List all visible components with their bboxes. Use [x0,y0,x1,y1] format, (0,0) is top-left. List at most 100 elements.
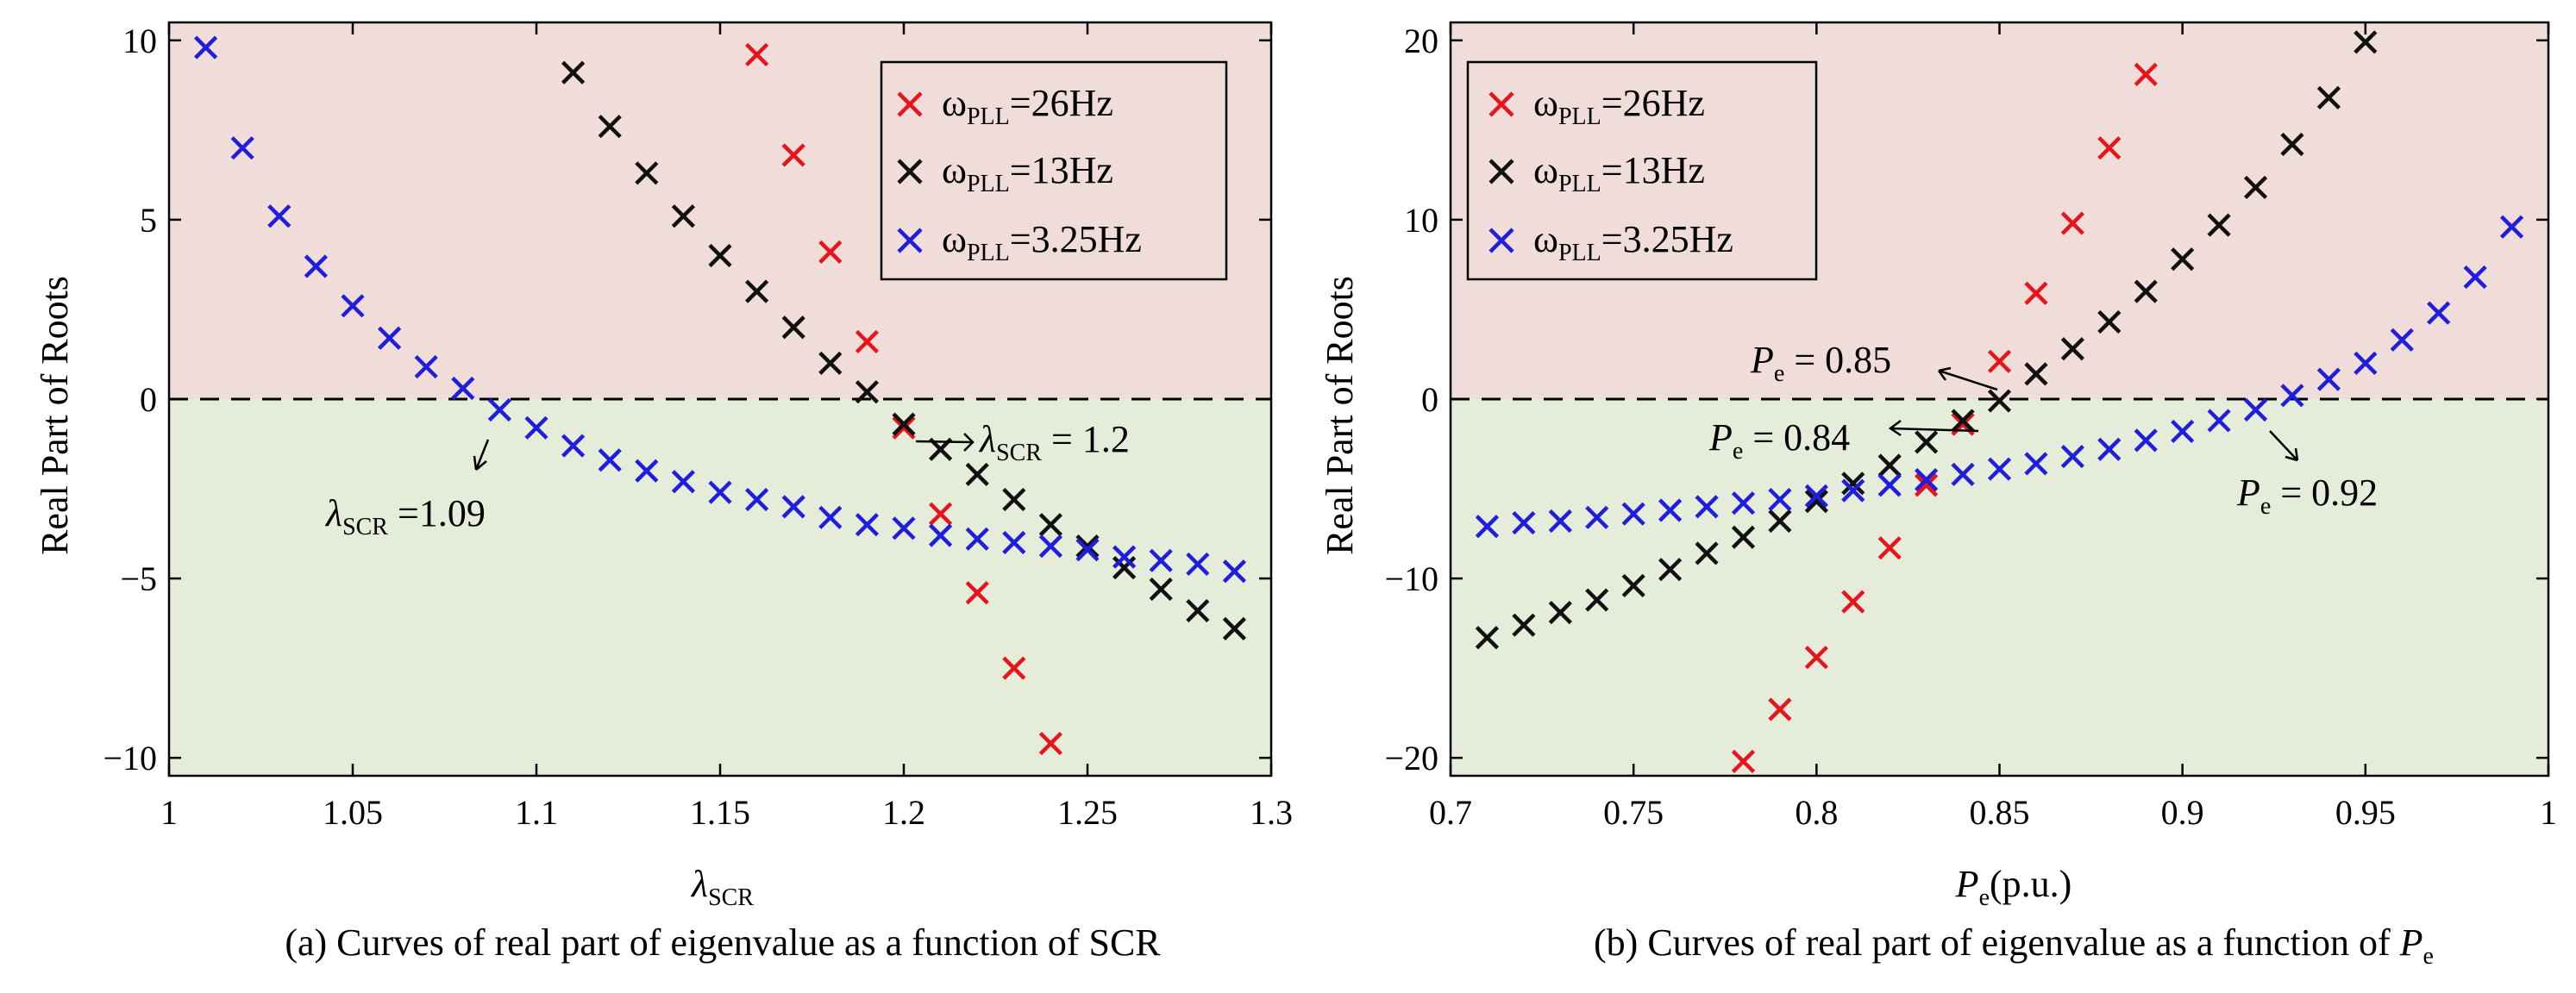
data-point-marker [1915,473,1939,497]
data-marks [194,35,1246,756]
caption-b: (b) Curves of real part of eigenvalue as… [1594,921,2434,970]
data-point-marker [561,60,586,84]
data-point-marker [745,42,769,67]
data-point-marker [598,448,622,472]
y-tick-label: 20 [1404,22,1438,60]
data-point-marker [378,326,402,350]
data-point-marker [1731,491,1756,515]
data-point-marker [1038,534,1062,559]
annotation-lambda-1-2: λSCR = 1.2 [915,418,1130,466]
annotation-arrow [2269,430,2299,462]
legend: ωPLL=26Hz ωPLL=13Hz ωPLL=3.25Hz [880,60,1228,281]
annotation-pre: P [1750,339,1774,381]
data-point-marker [781,143,805,167]
legend-label-post: =3.25Hz [1010,218,1142,260]
data-point-marker [1951,409,1975,433]
data-point-marker [1075,538,1100,562]
data-point-marker [965,581,989,605]
data-point-marker [1877,473,1902,497]
annotation-sub: e [2260,493,2271,520]
data-point-marker [2499,215,2524,239]
data-point-marker [341,294,365,318]
data-point-marker [1075,534,1100,559]
series-3-25hz [1475,215,2524,539]
y-tick-label: 5 [140,201,157,240]
stable-region [1451,399,2548,776]
annotation-lambda-1-09: λSCR =1.09 [324,439,490,540]
annotation-sub: SCR [342,514,388,540]
annotation-pre: λ [978,418,996,460]
data-point-marker [1585,588,1609,612]
y-tick-label: −10 [1384,559,1438,598]
data-point-marker [2316,85,2341,109]
x-tick-label: 1 [160,793,178,832]
data-point-marker [1731,749,1756,773]
svg-text:ωPLL=26Hz: ωPLL=26Hz [1533,82,1705,130]
data-point-marker [1915,468,1939,492]
data-point-marker [1002,487,1026,512]
x-tick-label: 1.05 [323,793,383,832]
annotation-sub: SCR [996,440,1042,466]
data-point-marker [745,279,769,303]
data-point-marker [414,354,438,379]
y-tick-label: 10 [122,22,157,60]
y-axis-label: Real Part of Roots [34,276,76,555]
x-tick-label: 0.75 [1603,793,1664,832]
legend-entry-3-25hz: ωPLL=3.25Hz [1489,218,1733,266]
data-point-marker [1222,616,1246,640]
legend-label-sub: PLL [967,103,1010,130]
unstable-region [1451,22,2548,399]
legend-label-sub: PLL [1558,240,1601,266]
legend-label-pre: ω [1533,82,1558,124]
data-point-marker [671,470,695,494]
legend-entry-3-25hz: ωPLL=3.25Hz [897,218,1142,266]
caption-a: (a) Curves of real part of eigenvalue as… [285,921,1161,964]
annotation-pe-0-92: Pe = 0.92 [2236,430,2378,520]
data-point-marker [487,397,511,422]
legend-label-pre: ω [942,82,967,124]
x-tick-label: 0.8 [1795,793,1838,832]
data-point-marker [1621,573,1645,598]
data-point-marker [1841,590,1865,614]
data-point-marker [892,415,916,440]
x-tick-label: 1.15 [690,793,750,832]
data-point-marker [1585,505,1609,529]
axis-ticks: 0.7 0.75 0.8 0.85 0.9 0.95 1 20 10 0 −10 −20 [1384,22,2557,832]
unstable-region [169,22,1271,399]
data-point-marker [1113,556,1137,580]
data-point-marker [304,254,328,278]
data-point-marker [1768,697,1792,721]
data-point-marker [2207,409,2231,433]
data-point-marker [1002,656,1026,680]
data-point-marker [1475,515,1500,539]
data-point-marker [1768,487,1792,512]
data-point-marker [1512,613,1536,637]
data-point-marker [1475,626,1500,650]
data-point-marker [1695,541,1719,565]
data-point-marker [781,495,805,519]
annotation-arrow [915,433,975,452]
data-point-marker [1186,552,1210,577]
data-point-marker [2097,437,2122,461]
svg-text:Pe = 0.84: Pe = 0.84 [1708,416,1850,465]
data-point-marker [2097,309,2122,334]
y-tick-label: 10 [1404,201,1438,240]
data-point-marker [2427,301,2451,325]
legend-label-sub: PLL [1558,103,1601,130]
legend-label-pre: ω [1533,149,1558,191]
x-axis-label: λSCR [690,863,754,911]
data-point-marker [2243,175,2268,200]
data-point-marker [671,204,695,228]
data-point-marker [267,204,291,228]
x-tick-label: 1.1 [515,793,558,832]
data-point-marker [818,240,843,264]
svg-text:ωPLL=13Hz: ωPLL=13Hz [942,149,1113,197]
legend-marker-red [1489,91,1514,117]
series-26hz [745,42,1062,756]
annotation-pe-0-84: Pe = 0.84 [1708,416,1979,465]
annotation-sub: e [1733,438,1743,465]
data-point-marker [929,523,953,547]
data-point-marker [1548,509,1572,534]
